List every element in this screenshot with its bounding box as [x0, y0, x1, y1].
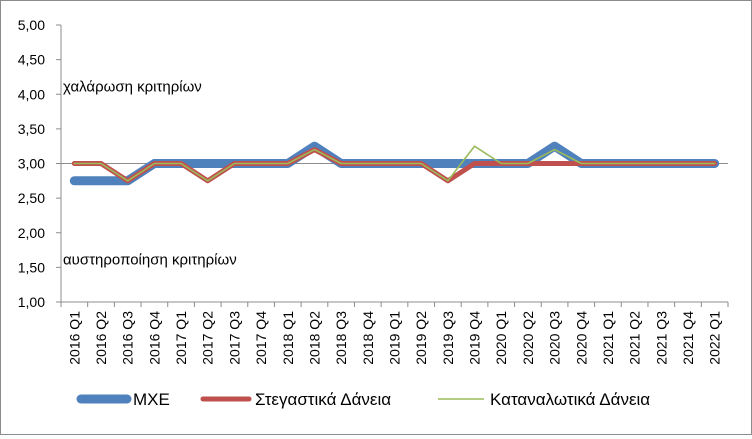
x-tick-label: 2016 Q3 [120, 311, 136, 365]
y-tick-label: 5,00 [18, 17, 45, 33]
annotation-2: αυστηροποίηση κριτηρίων [63, 251, 237, 268]
x-tick-label: 2020 Q4 [573, 311, 589, 365]
x-tick-label: 2022 Q1 [707, 311, 723, 365]
y-tick-label: 1,50 [18, 259, 45, 275]
y-tick-label: 4,50 [18, 52, 45, 68]
x-tick-label: 2021 Q3 [653, 311, 669, 365]
legend-label-3: Καταναλωτικά Δάνεια [490, 390, 650, 409]
x-tick-label: 2021 Q4 [680, 311, 696, 365]
axes [56, 24, 729, 307]
x-tick-label: 2021 Q1 [600, 311, 616, 365]
x-tick-label: 2018 Q3 [333, 311, 349, 365]
legend: ΜΧΕ Στεγαστικά Δάνεια Καταναλωτικά Δάνεια [76, 390, 650, 409]
y-tick-label: 2,50 [18, 190, 45, 206]
x-tick-label: 2018 Q4 [360, 311, 376, 365]
x-tick-label: 2019 Q4 [467, 311, 483, 365]
annotation-1: χαλάρωση κριτηρίων [63, 78, 202, 95]
x-tick-label: 2021 Q2 [627, 311, 643, 365]
series-line-2 [71, 147, 718, 184]
x-tick-label: 2016 Q4 [146, 311, 162, 365]
series-line-3 [73, 145, 716, 182]
x-tick-label: 2020 Q2 [520, 311, 536, 365]
legend-label-1: ΜΧΕ [133, 390, 170, 409]
x-tick-label: 2016 Q1 [66, 311, 82, 365]
x-tick-label: 2019 Q1 [387, 311, 403, 365]
x-tick-label: 2017 Q3 [226, 311, 242, 365]
y-tick-label: 2,00 [18, 225, 45, 241]
series-lines [69, 141, 720, 186]
x-tick-label: 2020 Q1 [493, 311, 509, 365]
x-axis-ticks: 2016 Q1 2016 Q2 2016 Q3 2016 Q4 2017 Q1 2017 … [66, 311, 722, 365]
x-tick-label: 2019 Q2 [413, 311, 429, 365]
legend-label-2: Στεγαστικά Δάνεια [255, 390, 391, 409]
x-tick-label: 2018 Q2 [306, 311, 322, 365]
x-tick-label: 2017 Q4 [253, 311, 269, 365]
y-tick-label: 1,00 [18, 294, 45, 310]
y-tick-label: 3,50 [18, 121, 45, 137]
x-tick-label: 2017 Q2 [200, 311, 216, 365]
y-tick-label: 3,00 [18, 156, 45, 172]
x-tick-label: 2018 Q1 [280, 311, 296, 365]
x-tick-label: 2016 Q2 [93, 311, 109, 365]
y-axis-ticks: 1,00 1,50 2,00 2,50 3,00 3,50 4,00 4,50 5,00 [18, 17, 45, 310]
x-tick-label: 2020 Q3 [547, 311, 563, 365]
annotations: χαλάρωση κριτηρίων αυστηροποίηση κριτηρίω… [63, 78, 237, 268]
y-tick-label: 4,00 [18, 86, 45, 102]
x-tick-label: 2019 Q3 [440, 311, 456, 365]
x-tick-label: 2017 Q1 [173, 311, 189, 365]
